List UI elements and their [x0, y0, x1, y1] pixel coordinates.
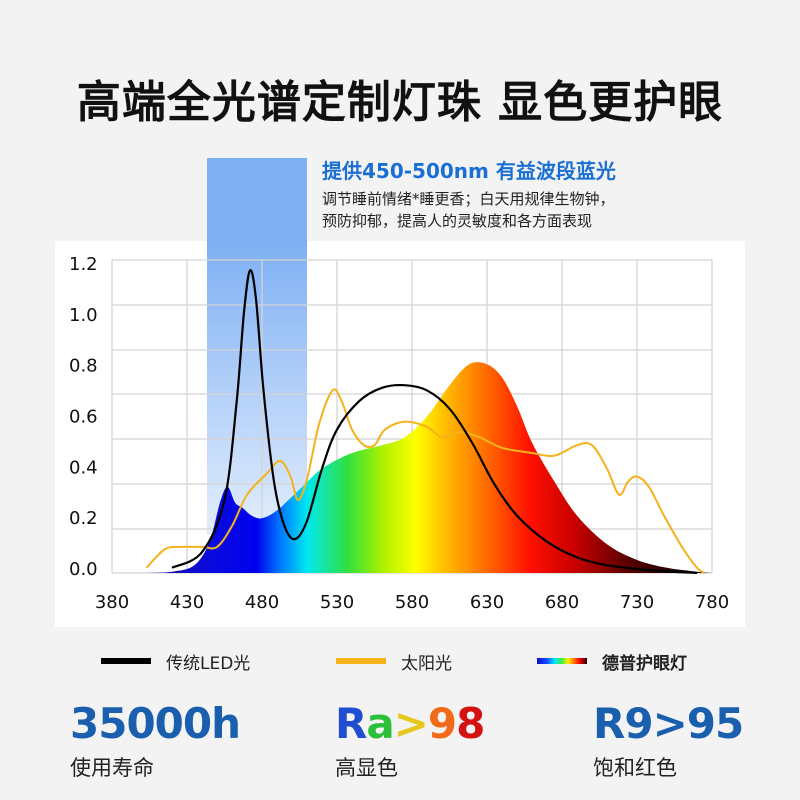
- stat-label: 高显色: [335, 756, 398, 780]
- legend-label: 传统LED光: [166, 653, 251, 674]
- legend-item-sunlight: 太阳光: [336, 648, 452, 674]
- x-tick-label: 380: [95, 592, 129, 613]
- legend-swatch-orange: [336, 658, 386, 664]
- stat-value-char: >: [393, 699, 429, 748]
- stat-value-char: a: [366, 699, 394, 748]
- stat-value-char: 8: [456, 699, 485, 748]
- y-tick-label: 0.4: [69, 457, 98, 478]
- stat-saturated-red: R9>95 饱和红色: [593, 699, 744, 782]
- highlight-band-top: [207, 158, 307, 241]
- stat-value: 35000h: [70, 699, 241, 748]
- series-traditional-led: [171, 269, 698, 575]
- stat-value-char: R: [335, 699, 367, 748]
- callout-line-2: 预防抑郁，提高人的灵敏度和各方面表现: [322, 212, 593, 230]
- x-tick-label: 680: [545, 592, 579, 613]
- page-title: 高端全光谱定制灯珠 显色更护眼: [76, 77, 724, 128]
- x-tick-label: 730: [620, 592, 654, 613]
- callout-headline: 提供450-500nm 有益波段蓝光: [322, 159, 616, 183]
- legend-swatch-black: [101, 658, 151, 664]
- highlight-band: [207, 241, 307, 535]
- legend-label: 太阳光: [401, 653, 452, 674]
- legend-item-eye-care-lamp: 德普护眼灯: [537, 648, 687, 674]
- x-tick-label: 630: [470, 592, 504, 613]
- x-tick-label: 530: [320, 592, 354, 613]
- stat-label: 饱和红色: [593, 756, 677, 780]
- stat-value: R9>95: [593, 699, 744, 748]
- y-tick-label: 0.8: [69, 356, 98, 377]
- legend-item-traditional-led: 传统LED光: [101, 648, 250, 674]
- legend: 传统LED光 太阳光 德普护眼灯: [0, 648, 800, 674]
- x-tick-label: 580: [395, 592, 429, 613]
- stat-lifespan: 35000h 使用寿命: [70, 699, 241, 782]
- stat-value-char: 9: [427, 699, 457, 748]
- callout: 提供450-500nm 有益波段蓝光 调节睡前情绪*睡更香；白天用规律生物钟， …: [322, 155, 616, 231]
- legend-swatch-spectrum: [537, 658, 587, 664]
- y-tick-label: 1.2: [69, 254, 98, 275]
- series-sunlight: [145, 388, 706, 574]
- x-tick-label: 780: [695, 592, 729, 613]
- chart-panel: 0.0 0.2 0.4 0.6 0.8 1.0 1.2 380 430 480 530 580 630 6…: [55, 241, 745, 627]
- y-tick-label: 0.6: [69, 407, 98, 428]
- series-eye-care-lamp: [142, 362, 712, 573]
- stat-value: Ra>98: [335, 699, 485, 748]
- stat-label: 使用寿命: [70, 756, 154, 780]
- y-tick-label: 1.0: [69, 305, 98, 326]
- spectrum-chart: 0.0 0.2 0.4 0.6 0.8 1.0 1.2 380 430 480 530 580 630 6…: [69, 241, 729, 613]
- y-tick-label: 0.2: [69, 508, 98, 529]
- x-tick-label: 430: [170, 592, 204, 613]
- callout-line-1: 调节睡前情绪*睡更香；白天用规律生物钟，: [322, 190, 615, 208]
- x-tick-label: 480: [245, 592, 279, 613]
- y-tick-label: 0.0: [69, 559, 98, 580]
- stat-color-rendering: Ra>98 高显色: [335, 699, 485, 782]
- legend-label: 德普护眼灯: [602, 653, 687, 674]
